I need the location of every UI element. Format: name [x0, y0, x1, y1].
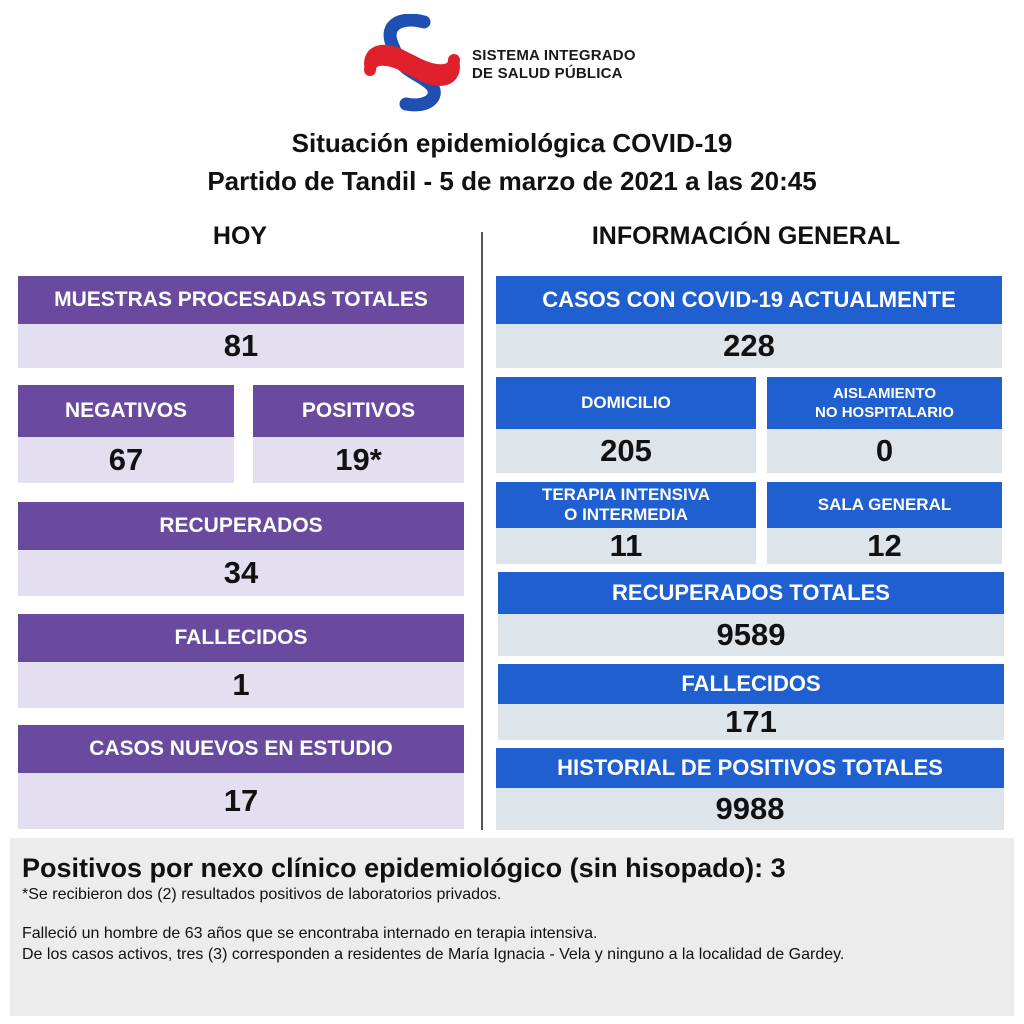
fallecidos-totales-label: FALLECIDOS	[498, 664, 1004, 704]
terapia-label-line2: O INTERMEDIA	[564, 505, 688, 524]
historial-value: 9988	[496, 788, 1004, 830]
aislamiento-label-line1: AISLAMIENTO	[832, 385, 937, 402]
aislamiento-value: 0	[767, 429, 1002, 473]
casos-nuevos-label: CASOS NUEVOS EN ESTUDIO	[18, 725, 464, 773]
domicilio-label: DOMICILIO	[496, 377, 756, 429]
terapia-label-line1: TERAPIA INTENSIVA	[541, 485, 711, 504]
notes-panel: Positivos por nexo clínico epidemiológic…	[10, 838, 1014, 1016]
recuperados-totales-value: 9589	[498, 614, 1004, 656]
org-name-line2: DE SALUD PÚBLICA	[472, 65, 623, 82]
sala-general-value: 12	[767, 528, 1002, 564]
recuperados-hoy-label: RECUPERADOS	[18, 502, 464, 550]
hoy-title: HOY	[212, 222, 268, 250]
notes-headline: Positivos por nexo clínico epidemiológic…	[22, 853, 786, 883]
casos-actuales-value: 228	[496, 324, 1002, 368]
notes-line1: Falleció un hombre de 63 años que se enc…	[22, 925, 598, 942]
column-divider	[481, 232, 483, 830]
sisp-logo-icon	[364, 14, 460, 112]
notes-footnote: *Se recibieron dos (2) resultados positi…	[22, 886, 502, 903]
aislamiento-label-line2: NO HOSPITALARIO	[815, 404, 954, 421]
org-name-line1: SISTEMA INTEGRADO	[472, 47, 636, 64]
recuperados-hoy-value: 34	[18, 550, 464, 596]
terapia-value: 11	[496, 528, 756, 564]
positivos-value: 19*	[253, 437, 464, 483]
casos-actuales-label: CASOS CON COVID-19 ACTUALMENTE	[496, 276, 1002, 324]
recuperados-totales-label: RECUPERADOS TOTALES	[498, 572, 1004, 614]
org-name: SISTEMA INTEGRADO DE SALUD PÚBLICA	[472, 47, 636, 83]
report-subtitle: Partido de Tandil - 5 de marzo de 2021 a…	[207, 166, 817, 196]
fallecidos-hoy-label: FALLECIDOS	[18, 614, 464, 662]
terapia-label: TERAPIA INTENSIVA O INTERMEDIA	[496, 482, 756, 528]
report-title: Situación epidemiológica COVID-19	[291, 128, 733, 158]
general-title: INFORMACIÓN GENERAL	[591, 222, 901, 250]
muestras-value: 81	[18, 324, 464, 368]
positivos-label: POSITIVOS	[253, 385, 464, 437]
negativos-value: 67	[18, 437, 234, 483]
sala-general-label: SALA GENERAL	[767, 482, 1002, 528]
negativos-label: NEGATIVOS	[18, 385, 234, 437]
historial-label: HISTORIAL DE POSITIVOS TOTALES	[496, 748, 1004, 788]
aislamiento-label: AISLAMIENTO NO HOSPITALARIO	[767, 377, 1002, 429]
notes-line2: De los casos activos, tres (3) correspon…	[22, 946, 845, 963]
fallecidos-hoy-value: 1	[18, 662, 464, 708]
muestras-label: MUESTRAS PROCESADAS TOTALES	[18, 276, 464, 324]
casos-nuevos-value: 17	[18, 773, 464, 829]
domicilio-value: 205	[496, 429, 756, 473]
fallecidos-totales-value: 171	[498, 704, 1004, 740]
